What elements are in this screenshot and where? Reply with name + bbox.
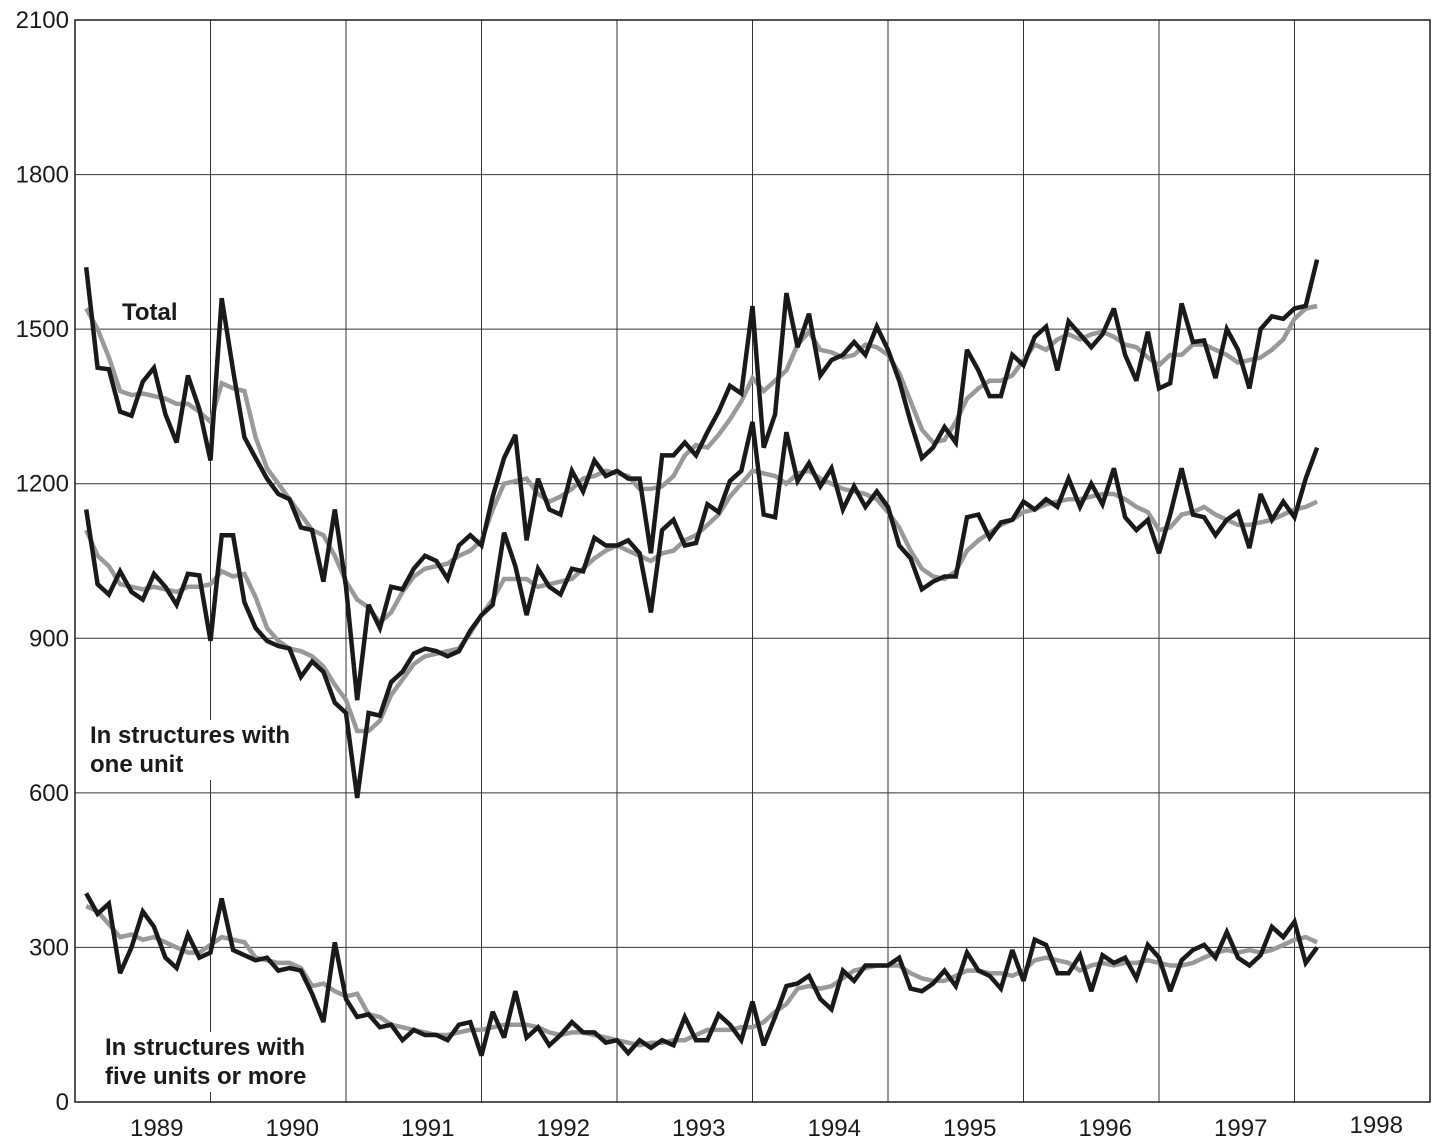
x-tick-label: 1991 [401,1115,454,1142]
x-tick-label: 1997 [1214,1115,1267,1142]
y-tick-label: 2100 [16,7,69,34]
annotation-text: one unit [90,751,183,778]
y-tick-label: 900 [29,625,69,652]
y-tick-label: 300 [29,934,69,961]
plot-border [74,19,1431,1103]
y-tick-label: 1500 [16,316,69,343]
annotation-bg [101,1032,311,1092]
annotation-text: five units or more [105,1063,306,1090]
annotation-text: In structures with [105,1034,305,1061]
x-tick-label: 1992 [537,1115,590,1142]
x-tick-label: 1998 [1350,1112,1403,1139]
x-tick-label: 1994 [808,1115,861,1142]
series-line [84,468,1319,734]
series-line [83,259,1320,701]
y-tick-label: 600 [29,780,69,807]
series-line [84,892,1319,1057]
y-tick-label: 1200 [16,471,69,498]
annotation-text: In structures with [90,722,290,749]
annotation-text: Total [122,299,178,326]
x-tick-label: 1996 [1079,1115,1132,1142]
x-tick-label: 1989 [130,1115,183,1142]
x-tick-label: 1990 [266,1115,319,1142]
series-line [84,303,1318,627]
series-line [83,421,1320,799]
series-line [85,904,1319,1048]
x-tick-label: 1993 [672,1115,725,1142]
grid [74,19,1430,1103]
annotation: Total [118,297,182,328]
x-tick-label: 1995 [943,1115,996,1142]
y-tick-label: 0 [56,1089,69,1116]
annotation-bg [86,720,295,780]
annotation-bg [118,297,182,328]
y-tick-label: 1800 [16,162,69,189]
